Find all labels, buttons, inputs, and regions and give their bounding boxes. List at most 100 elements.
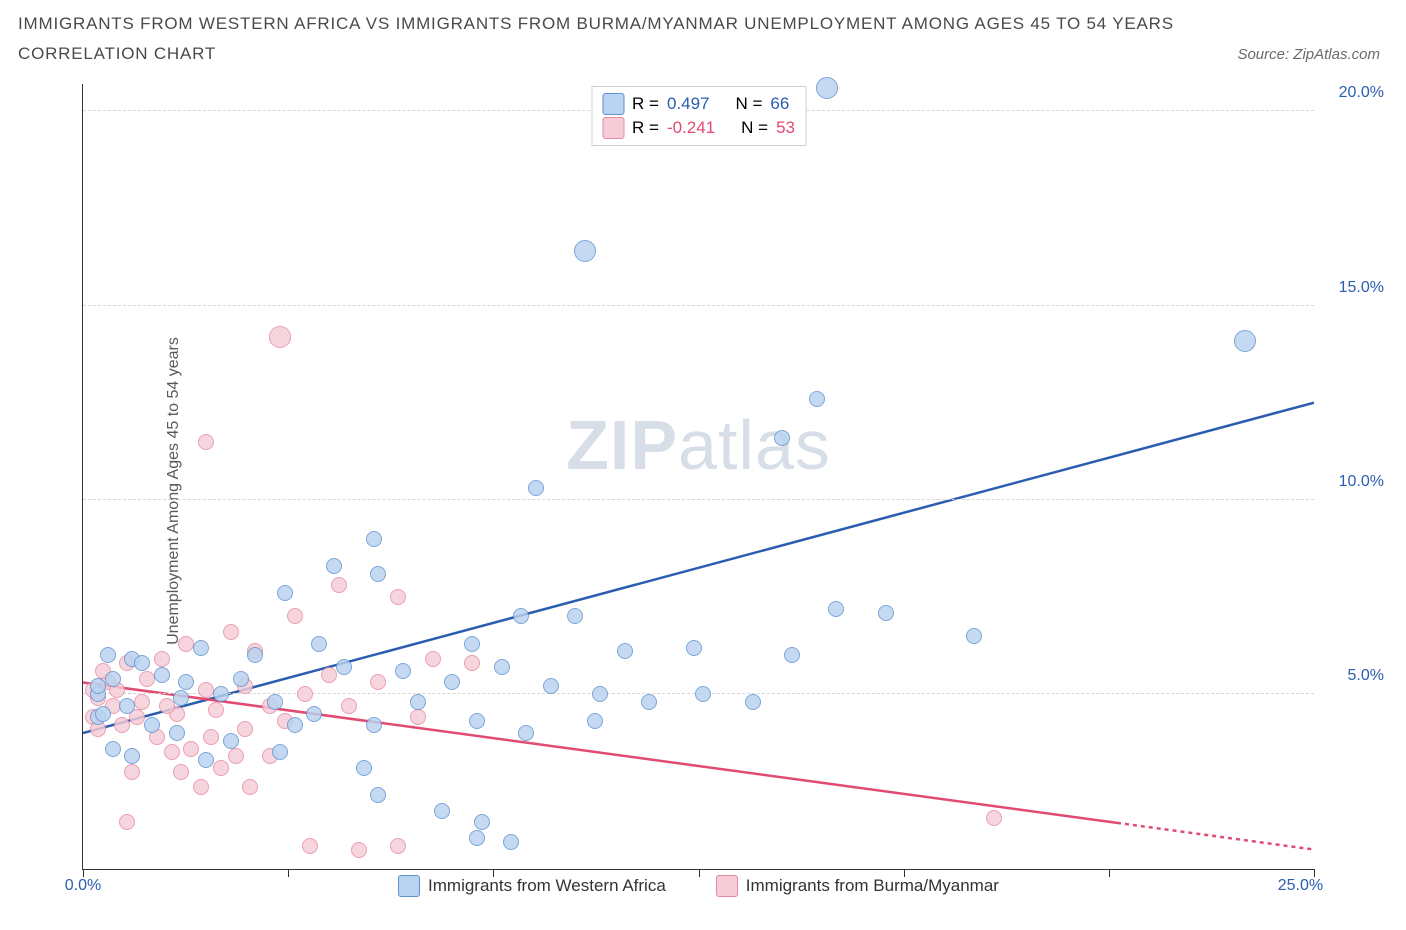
scatter-point-a xyxy=(336,659,352,675)
scatter-point-a xyxy=(173,690,189,706)
scatter-point-b xyxy=(986,810,1002,826)
scatter-point-b xyxy=(297,686,313,702)
scatter-point-b xyxy=(390,589,406,605)
scatter-point-b xyxy=(410,709,426,725)
scatter-point-a xyxy=(267,694,283,710)
scatter-point-a xyxy=(513,608,529,624)
scatter-point-b xyxy=(114,717,130,733)
scatter-point-a xyxy=(444,674,460,690)
scatter-point-b xyxy=(139,671,155,687)
legend-label-a: Immigrants from Western Africa xyxy=(428,876,666,896)
scatter-point-a xyxy=(193,640,209,656)
scatter-point-b xyxy=(124,764,140,780)
watermark-light: atlas xyxy=(678,406,831,484)
scatter-point-a xyxy=(518,725,534,741)
scatter-point-b xyxy=(213,760,229,776)
scatter-point-a xyxy=(410,694,426,710)
scatter-point-a xyxy=(326,558,342,574)
scatter-point-a xyxy=(745,694,761,710)
scatter-point-a xyxy=(528,480,544,496)
scatter-point-b xyxy=(464,655,480,671)
scatter-point-b xyxy=(287,608,303,624)
watermark-bold: ZIP xyxy=(566,406,678,484)
legend-row-a: R = 0.497 N = 66 xyxy=(602,93,795,115)
scatter-point-b xyxy=(341,698,357,714)
scatter-point-b xyxy=(134,694,150,710)
scatter-point-a xyxy=(686,640,702,656)
scatter-point-a xyxy=(464,636,480,652)
x-tick xyxy=(493,869,494,877)
legend-label-b: Immigrants from Burma/Myanmar xyxy=(746,876,999,896)
r-value-a: 0.497 xyxy=(667,94,710,114)
r-value-b: -0.241 xyxy=(667,118,715,138)
scatter-point-a xyxy=(247,647,263,663)
x-tick xyxy=(1314,869,1315,877)
scatter-point-a xyxy=(966,628,982,644)
scatter-point-b xyxy=(154,651,170,667)
scatter-point-b xyxy=(269,326,291,348)
scatter-point-a xyxy=(169,725,185,741)
scatter-point-b xyxy=(331,577,347,593)
scatter-point-b xyxy=(208,702,224,718)
scatter-point-a xyxy=(809,391,825,407)
x-tick xyxy=(1109,869,1110,877)
scatter-point-a xyxy=(695,686,711,702)
chart-area: Unemployment Among Ages 45 to 54 years Z… xyxy=(30,82,1396,900)
scatter-point-b xyxy=(193,779,209,795)
scatter-point-a xyxy=(784,647,800,663)
scatter-point-a xyxy=(213,686,229,702)
n-value-a: 66 xyxy=(770,94,789,114)
scatter-point-a xyxy=(543,678,559,694)
plot-region: ZIPatlas R = 0.497 N = 66 R = -0.241 N =… xyxy=(82,84,1314,870)
scatter-point-b xyxy=(223,624,239,640)
r-label-b: R = xyxy=(632,118,659,138)
scatter-point-b xyxy=(198,434,214,450)
scatter-point-a xyxy=(178,674,194,690)
scatter-point-b xyxy=(351,842,367,858)
scatter-point-b xyxy=(370,674,386,690)
scatter-point-a xyxy=(105,741,121,757)
scatter-point-b xyxy=(237,721,253,737)
source-label: Source: ZipAtlas.com xyxy=(1237,46,1380,63)
scatter-point-a xyxy=(105,671,121,687)
scatter-point-a xyxy=(469,713,485,729)
scatter-point-a xyxy=(474,814,490,830)
scatter-point-a xyxy=(641,694,657,710)
legend-item-a: Immigrants from Western Africa xyxy=(398,875,666,897)
scatter-point-b xyxy=(173,764,189,780)
scatter-point-a xyxy=(366,717,382,733)
watermark: ZIPatlas xyxy=(566,405,831,485)
scatter-point-b xyxy=(198,682,214,698)
scatter-point-a xyxy=(370,566,386,582)
scatter-point-a xyxy=(828,601,844,617)
scatter-point-a xyxy=(223,733,239,749)
scatter-point-a xyxy=(100,647,116,663)
scatter-point-b xyxy=(159,698,175,714)
scatter-point-b xyxy=(390,838,406,854)
scatter-point-a xyxy=(95,706,111,722)
scatter-point-a xyxy=(134,655,150,671)
scatter-point-b xyxy=(242,779,258,795)
scatter-point-a xyxy=(311,636,327,652)
swatch-a-icon xyxy=(602,93,624,115)
scatter-point-a xyxy=(395,663,411,679)
x-tick-label-first: 0.0% xyxy=(65,877,101,895)
scatter-point-a xyxy=(306,706,322,722)
x-tick xyxy=(904,869,905,877)
scatter-point-a xyxy=(774,430,790,446)
scatter-point-a xyxy=(617,643,633,659)
scatter-point-b xyxy=(183,741,199,757)
correlation-legend: R = 0.497 N = 66 R = -0.241 N = 53 xyxy=(591,86,806,146)
chart-title-line1: IMMIGRANTS FROM WESTERN AFRICA VS IMMIGR… xyxy=(18,14,1388,34)
series-legend: Immigrants from Western Africa Immigrant… xyxy=(83,875,1314,897)
scatter-point-a xyxy=(816,77,838,99)
scatter-point-a xyxy=(144,717,160,733)
title-area: IMMIGRANTS FROM WESTERN AFRICA VS IMMIGR… xyxy=(0,0,1406,64)
scatter-point-a xyxy=(469,830,485,846)
swatch-b-bottom-icon xyxy=(716,875,738,897)
scatter-point-a xyxy=(356,760,372,776)
scatter-point-a xyxy=(124,748,140,764)
scatter-point-a xyxy=(434,803,450,819)
scatter-point-b xyxy=(119,814,135,830)
gridline xyxy=(83,305,1314,306)
